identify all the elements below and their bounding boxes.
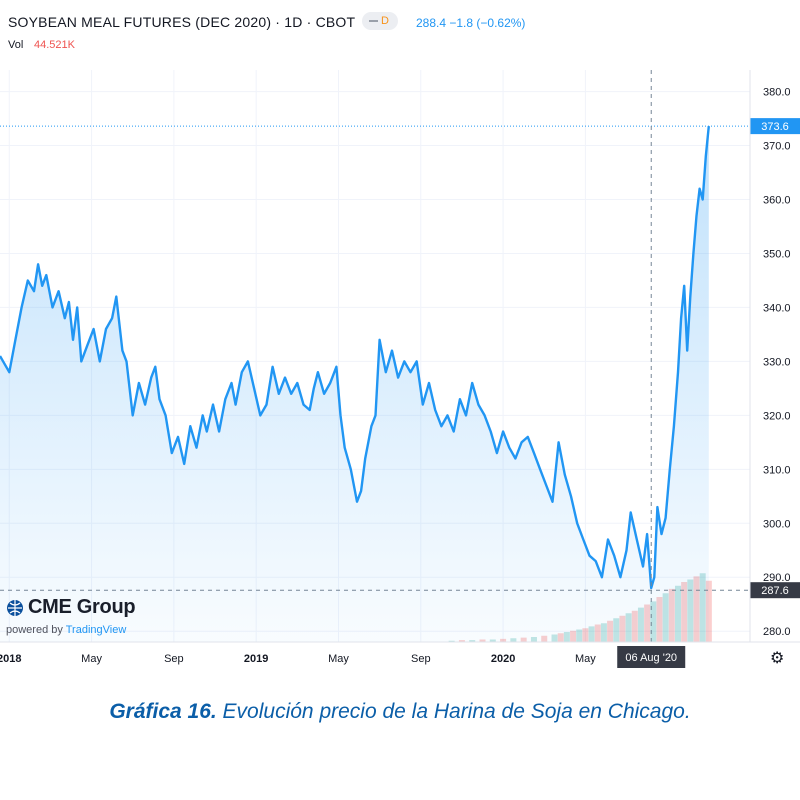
y-tick-label: 350.0 — [763, 248, 791, 260]
y-tick-label: 300.0 — [763, 518, 791, 530]
y-tick-label: 320.0 — [763, 410, 791, 422]
volume-value: 44.521K — [34, 39, 75, 51]
y-tick-label: 290.0 — [763, 572, 791, 584]
y-tick-label: 340.0 — [763, 302, 791, 314]
y-tick-label: 310.0 — [763, 464, 791, 476]
chart-svg: 373.6 280.0 290.0 300.0 310.0 320.0 330.0 340.0… — [0, 70, 800, 668]
crosshair-date-label: 06 Aug '20 — [625, 652, 677, 664]
cme-group-logo: CME Group powered by TradingView — [6, 596, 136, 636]
x-tick-label: Sep — [411, 653, 431, 665]
y-tick-label: 380.0 — [763, 87, 791, 99]
y-tick-label: 370.0 — [763, 141, 791, 153]
price-quote: 288.4 −1.8 (−0.62%) — [416, 16, 526, 30]
powered-by: powered by TradingView — [6, 624, 126, 636]
figure-caption: Gráfica 16. Evolución precio de la Harin… — [0, 700, 800, 724]
x-tick-label: 2020 — [491, 653, 515, 665]
x-tick-label: May — [328, 653, 349, 665]
price-chart[interactable]: 373.6 280.0 290.0 300.0 310.0 320.0 330.0 340.0… — [0, 70, 800, 670]
price-line — [0, 125, 710, 590]
x-tick-label: 2019 — [244, 653, 268, 665]
y-tick-label: 280.0 — [763, 626, 791, 638]
chart-title: SOYBEAN MEAL FUTURES (DEC 2020) · 1D · C… — [8, 14, 356, 30]
caption-text: Evolución precio de la Harina de Soja en… — [216, 700, 691, 723]
caption-number: Gráfica 16. — [109, 700, 217, 723]
y-tick-label: 330.0 — [763, 356, 791, 368]
last-price-label: 373.6 — [761, 121, 789, 133]
x-tick-label: May — [575, 653, 596, 665]
cme-globe-icon — [7, 600, 23, 616]
y-tick-label: 360.0 — [763, 195, 791, 207]
logo-text: CME Group — [28, 596, 136, 618]
crosshair-date-tag — [617, 646, 686, 668]
crosshair-price-label: 287.6 — [761, 585, 789, 597]
x-tick-label: Sep — [164, 653, 184, 665]
price-area — [0, 126, 709, 643]
interval-badge[interactable]: D — [362, 12, 398, 30]
tradingview-link[interactable]: TradingView — [65, 624, 127, 636]
volume-bar — [705, 580, 712, 642]
x-tick-label: May — [81, 653, 102, 665]
last-price-tag — [750, 118, 800, 135]
crosshair-price-tag — [750, 582, 800, 599]
powered-by-label: powered by — [6, 624, 63, 636]
gear-icon[interactable]: ⚙ — [770, 650, 785, 667]
volume-label: Vol — [8, 39, 24, 51]
x-tick-label: 2018 — [0, 653, 22, 665]
